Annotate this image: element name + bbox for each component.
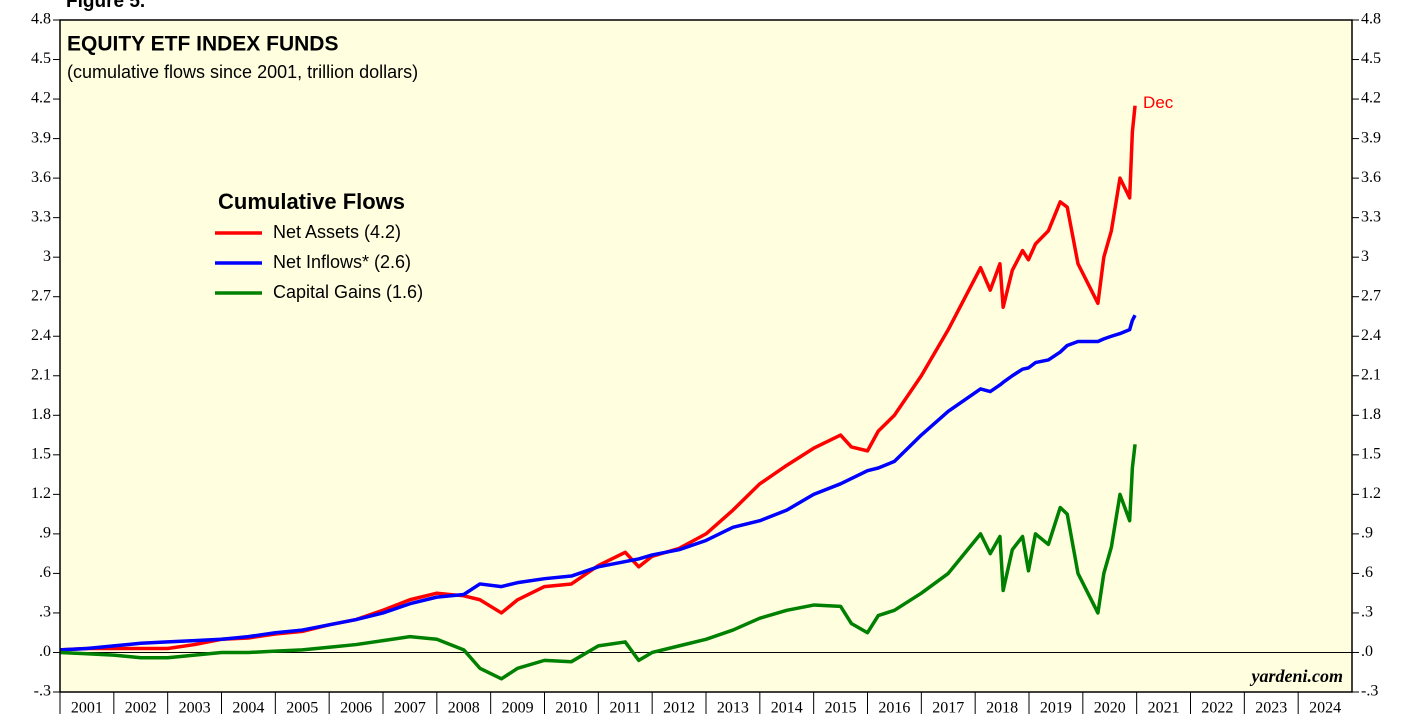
y-tick-label: 1.8 (31, 406, 51, 423)
y-tick-label: 3.6 (31, 169, 51, 186)
plot-border (59, 19, 1353, 693)
y-tick-label: 1.8 (1361, 406, 1381, 423)
legend-label: Net Inflows* (2.6) (273, 252, 411, 272)
y-tick-label: .6 (1361, 564, 1373, 581)
chart-title: EQUITY ETF INDEX FUNDS (67, 33, 338, 56)
y-tick-label: -.3 (1361, 683, 1378, 700)
y-tick-label: -.3 (34, 683, 51, 700)
y-tick-label: 2.4 (1361, 327, 1381, 344)
x-tick-label: 2018 (986, 700, 1018, 717)
y-tick-label: 3.3 (1361, 208, 1381, 225)
x-tick-label: 2005 (286, 700, 318, 717)
y-tick-label: 2.1 (31, 366, 51, 383)
x-tick-label: 2009 (502, 700, 534, 717)
x-tick-label: 2020 (1094, 700, 1126, 717)
legend-title: Cumulative Flows (218, 189, 405, 214)
y-tick-label: .9 (39, 525, 51, 542)
x-tick-label: 2011 (610, 700, 641, 717)
y-tick-label: .3 (39, 604, 51, 621)
y-tick-label: 3.6 (1361, 169, 1381, 186)
y-tick-label: 1.2 (31, 485, 51, 502)
y-tick-label: 4.2 (1361, 90, 1381, 107)
figure-label: Figure 5. (66, 0, 145, 12)
y-tick-label: .0 (1361, 643, 1373, 660)
x-tick-label: 2001 (71, 700, 103, 717)
x-tick-label: 2007 (394, 700, 426, 717)
x-tick-label: 2022 (1201, 700, 1233, 717)
x-tick-label: 2006 (340, 700, 372, 717)
x-tick-label: 2014 (771, 700, 803, 717)
y-tick-label: 4.5 (31, 50, 51, 67)
x-tick-label: 2017 (932, 700, 964, 717)
y-tick-label: 2.1 (1361, 366, 1381, 383)
y-tick-label: 3.9 (1361, 129, 1381, 146)
y-tick-label: .9 (1361, 525, 1373, 542)
y-tick-label: 4.2 (31, 90, 51, 107)
plot-background (60, 20, 1352, 692)
x-tick-label: 2004 (232, 700, 264, 717)
x-tick-label: 2010 (555, 700, 587, 717)
y-tick-label: 4.8 (1361, 11, 1381, 28)
series-line (59, 444, 1137, 681)
x-tick-label: 2008 (448, 700, 480, 717)
y-tick-label: 3.9 (31, 129, 51, 146)
y-tick-label: 4.8 (31, 11, 51, 28)
x-tick-label: 2024 (1309, 700, 1341, 717)
y-tick-label: .3 (1361, 604, 1373, 621)
x-tick-label: 2021 (1148, 700, 1180, 717)
y-tick-label: 1.5 (31, 445, 51, 462)
y-tick-label: 3 (1361, 248, 1369, 265)
x-tick-label: 2015 (825, 700, 857, 717)
y-tick-label: .0 (39, 643, 51, 660)
y-tick-label: .6 (39, 564, 51, 581)
x-tick-label: 2019 (1040, 700, 1072, 717)
y-tick-label: 2.7 (31, 287, 51, 304)
y-tick-label: 2.7 (1361, 287, 1381, 304)
x-tick-label: 2016 (878, 700, 910, 717)
y-tick-label: 2.4 (31, 327, 51, 344)
x-tick-label: 2002 (125, 700, 157, 717)
x-tick-label: 2012 (663, 700, 695, 717)
chart-subtitle: (cumulative flows since 2001, trillion d… (67, 62, 418, 82)
y-tick-label: 3 (43, 248, 51, 265)
annotation: Dec (1143, 93, 1174, 112)
x-tick-label: 2003 (179, 700, 211, 717)
y-tick-label: 1.5 (1361, 445, 1381, 462)
series-line (59, 314, 1137, 652)
legend-label: Net Assets (4.2) (273, 222, 401, 242)
x-tick-label: 2013 (717, 700, 749, 717)
legend-label: Capital Gains (1.6) (273, 282, 423, 302)
y-tick-label: 1.2 (1361, 485, 1381, 502)
y-tick-label: 4.5 (1361, 50, 1381, 67)
y-tick-label: 3.3 (31, 208, 51, 225)
x-tick-label: 2023 (1255, 700, 1287, 717)
source: yardeni.com (1250, 666, 1344, 686)
